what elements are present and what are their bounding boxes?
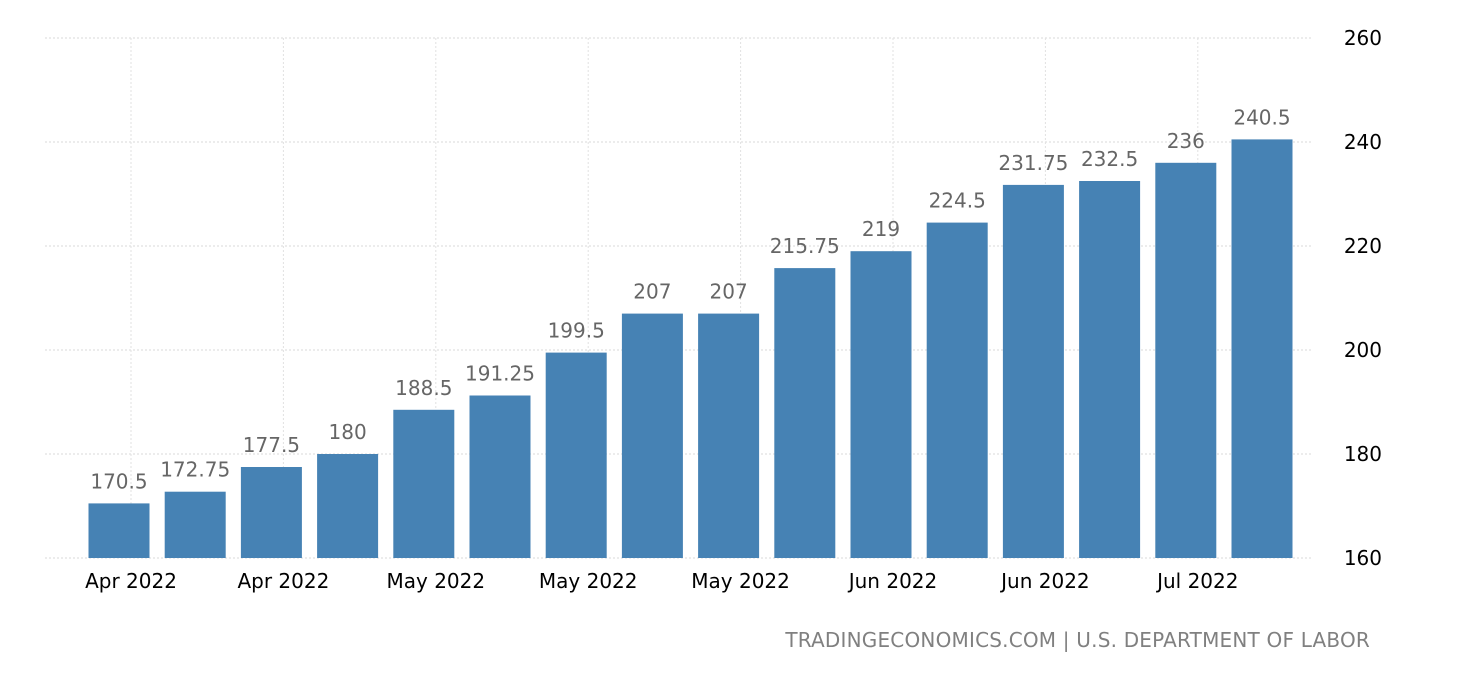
y-tick-label: 160	[1344, 546, 1382, 570]
y-tick-label: 180	[1344, 442, 1382, 466]
bar	[1155, 162, 1217, 559]
y-axis-ticks: 160 180 200 220 240 260	[1344, 26, 1382, 570]
bar	[393, 409, 455, 558]
bar-value-label: 236	[1167, 129, 1205, 153]
bar	[545, 352, 607, 558]
bar	[1231, 139, 1293, 558]
bar-value-label: 231.75	[998, 151, 1068, 175]
bar	[469, 395, 531, 558]
bar	[621, 313, 683, 558]
x-tick-label: Apr 2022	[85, 569, 177, 593]
x-tick-label: Jun 2022	[999, 569, 1090, 593]
x-axis-ticks: Apr 2022 Apr 2022 May 2022 May 2022 May 2022…	[85, 569, 1238, 593]
bar-value-label: 240.5	[1233, 105, 1290, 129]
x-tick-label: Jun 2022	[847, 569, 938, 593]
bars	[88, 139, 1293, 559]
bar	[774, 268, 836, 558]
bar-value-label: 191.25	[465, 362, 535, 386]
x-tick-label: May 2022	[691, 569, 790, 593]
y-tick-label: 240	[1344, 130, 1382, 154]
y-tick-label: 260	[1344, 26, 1382, 50]
bar-value-label: 215.75	[770, 234, 840, 258]
bar	[1079, 181, 1141, 558]
bar-value-label: 170.5	[90, 469, 147, 493]
bar	[698, 313, 760, 558]
x-tick-label: Apr 2022	[237, 569, 329, 593]
bar-value-label: 232.5	[1081, 147, 1138, 171]
bar-value-label: 224.5	[929, 189, 986, 213]
bar	[926, 222, 988, 558]
bar	[88, 503, 150, 558]
bar-value-label: 177.5	[243, 433, 300, 457]
bar-value-label: 207	[710, 280, 748, 304]
x-tick-label: May 2022	[386, 569, 485, 593]
bar	[850, 251, 912, 558]
bar-value-label: 180	[329, 420, 367, 444]
y-tick-label: 200	[1344, 338, 1382, 362]
bar	[240, 467, 302, 558]
x-tick-label: Jul 2022	[1155, 569, 1238, 593]
bar-value-label: 207	[633, 280, 671, 304]
bar	[164, 491, 226, 558]
bar	[1002, 184, 1064, 558]
source-credit: TRADINGECONOMICS.COM | U.S. DEPARTMENT O…	[785, 628, 1370, 652]
bar-labels: 170.5 172.75 177.5 180 188.5 191.25 199.5 207 20…	[90, 105, 1290, 493]
bar-value-label: 188.5	[395, 376, 452, 400]
y-tick-label: 220	[1344, 234, 1382, 258]
bar-value-label: 199.5	[548, 319, 605, 343]
bar-value-label: 219	[862, 217, 900, 241]
bar-value-label: 172.75	[160, 458, 230, 482]
x-tick-label: May 2022	[539, 569, 638, 593]
bar	[317, 454, 379, 558]
